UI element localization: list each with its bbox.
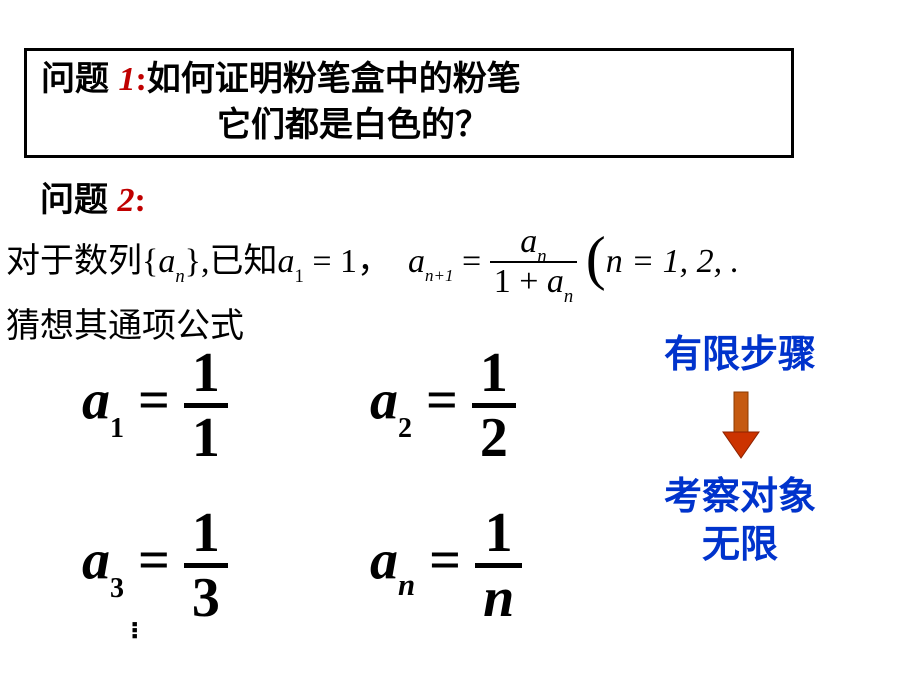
eq-an-sub: n (398, 568, 415, 602)
frac-den-n: n (564, 286, 573, 307)
eq-a2-a: a (370, 369, 398, 431)
question-2-label: 问题 2: (40, 172, 146, 221)
blue-line-a: 考察对象 (664, 476, 816, 518)
eq-a1-den: 1 (184, 403, 228, 466)
frac-den-a: a (547, 263, 564, 300)
eq-a3: a3 = 13 (82, 505, 228, 626)
q1-label-colon: : (135, 61, 146, 98)
eq-an: an = 1n (370, 505, 522, 626)
q1-line2: 它们都是白色的？ (41, 103, 777, 149)
seq-n1sub: n+1 (425, 266, 453, 285)
question-1-box: 问题 1:如何证明粉笔盒中的粉笔 它们都是白色的？ (24, 48, 794, 158)
frac-num-n: n (537, 246, 546, 267)
eq-a2-frac: 12 (472, 345, 516, 466)
eq-a3-eq: = (124, 529, 184, 591)
eq-an-eq: = (415, 529, 475, 591)
seq-cn2: ,已知 (201, 243, 278, 280)
eq-a1-frac: 11 (184, 345, 228, 466)
frac-den-pre: 1 + (494, 263, 547, 300)
eq-a1-num: 1 (184, 345, 228, 403)
q1-text2: 它们都是白色的？ (217, 106, 489, 144)
q2-prefix: 问题 (40, 181, 117, 219)
blue-text-finite: 有限步骤 (664, 332, 816, 380)
eq-a2: a2 = 12 (370, 345, 516, 466)
eq-a2-sub: 2 (398, 413, 412, 444)
seq-frac: an 1 + an (490, 223, 578, 301)
eq-a2-eq: = (412, 369, 472, 431)
q1-label-num: 1 (118, 61, 135, 98)
eq-a2-den: 2 (472, 403, 516, 466)
guess-label: 猜想其通项公式 (6, 298, 244, 347)
seq-a1: a (158, 243, 175, 280)
eq-an-a: a (370, 529, 398, 591)
eq-a3-frac: 13 (184, 505, 228, 626)
seq-eq2: = (454, 243, 490, 280)
eq-a3-den: 3 (184, 563, 228, 626)
seq-eq1: = 1， (304, 243, 391, 280)
eq-an-num: 1 (475, 505, 522, 563)
q1-line1: 问题 1:如何证明粉笔盒中的粉笔 (41, 57, 777, 103)
q2-num: 2 (117, 182, 134, 219)
seq-rbrace: } (185, 243, 201, 280)
eq-a3-num: 1 (184, 505, 228, 563)
seq-sub1: 1 (295, 266, 304, 287)
seq-a2: a (278, 243, 295, 280)
eq-a3-sub: 3 (110, 573, 124, 604)
frac-num-a: a (520, 223, 537, 260)
eq-a1-sub: 1 (110, 413, 124, 444)
seq-frac-num: an (490, 223, 578, 261)
eq-a2-num: 1 (472, 345, 516, 403)
blue-line-b: 无限 (702, 524, 778, 566)
eq-a1: a1 = 11 (82, 345, 228, 466)
q2-colon: : (134, 182, 145, 219)
q1-label-prefix: 问题 (41, 60, 118, 98)
eq-an-frac: 1n (475, 505, 522, 626)
eq-a1-a: a (82, 369, 110, 431)
seq-paren: ( (586, 225, 606, 291)
sequence-definition: 对于数列{an},已知a1 = 1， an+1 = an 1 + an (n =… (6, 218, 739, 303)
seq-frac-den: 1 + an (490, 261, 578, 301)
arrow-down-icon (720, 390, 762, 462)
eq-an-den: n (475, 563, 522, 626)
seq-an1: a (408, 243, 425, 280)
eq-a1-eq: = (124, 369, 184, 431)
q1-text1: 如何证明粉笔盒中的粉笔 (147, 60, 521, 98)
seq-pre: 对于数列 (6, 243, 142, 280)
seq-n1: n (175, 266, 184, 287)
seq-rhs: n = 1, 2, . (606, 243, 739, 280)
blue-text-infinite: 考察对象 无限 (664, 474, 816, 569)
vertical-dots: ··· (128, 620, 140, 638)
eq-a3-a: a (82, 529, 110, 591)
seq-lbrace: { (142, 243, 158, 280)
